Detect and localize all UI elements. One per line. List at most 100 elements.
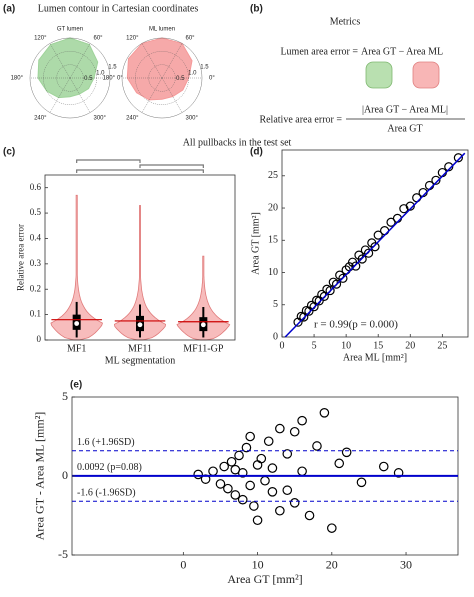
data-point <box>405 201 415 211</box>
formula-label: Lumen area error = <box>280 46 358 57</box>
data-point <box>325 285 335 296</box>
subplot-title: GT lumen <box>57 27 83 33</box>
data-point <box>312 441 322 451</box>
annotation: r = 0.99(p = 0.000) <box>314 319 398 331</box>
formula-expression: Area GT − Area ML <box>361 46 443 57</box>
angular-grid <box>49 43 71 79</box>
angular-tick-label: 300° <box>94 115 107 121</box>
angular-tick-label: 0° <box>117 76 123 82</box>
data-point <box>241 442 252 453</box>
data-point <box>299 312 309 322</box>
data-point <box>304 306 314 316</box>
suptitle: All pullbacks in the test set <box>183 137 292 148</box>
data-point <box>267 486 278 497</box>
data-point <box>363 248 374 258</box>
angular-tick-label: 120° <box>126 36 139 42</box>
data-point <box>252 515 263 526</box>
x-tick-label: 10 <box>341 340 351 351</box>
x-axis-label: Area ML [mm²] <box>343 352 407 363</box>
panel-label: (b) <box>250 4 263 15</box>
y-tick-label: -5 <box>58 547 68 561</box>
panel-title: Lumen contour in Cartesian coordinates <box>38 3 199 14</box>
data-point <box>453 153 463 163</box>
data-point <box>223 483 233 494</box>
angular-tick-label: 180° <box>103 76 116 82</box>
y-tick-label: 0 <box>62 468 68 482</box>
y-tick-label: 0.2 <box>30 283 41 293</box>
x-axis-label: Area GT [mm²] <box>227 572 302 586</box>
radial-grid <box>29 37 111 119</box>
x-tick-label: 20 <box>405 340 415 351</box>
angular-grid <box>69 77 91 113</box>
plot-frame <box>281 149 469 338</box>
y-tick-label: 0 <box>37 334 42 344</box>
x-tick-label: MF11 <box>128 343 152 354</box>
ml-swatch <box>412 61 440 89</box>
radial-grid <box>121 37 203 119</box>
y-tick-label: 0.3 <box>30 258 42 268</box>
radial-tick-label: 1.0 <box>188 70 197 76</box>
fit-line <box>284 152 466 338</box>
significance-bracket <box>139 164 204 168</box>
angular-grid <box>161 43 183 79</box>
data-point <box>327 523 337 533</box>
angular-tick-label: 180° <box>11 76 24 82</box>
x-tick-label: 0 <box>180 558 186 572</box>
data-point <box>234 450 244 461</box>
significance-bracket <box>76 169 204 173</box>
y-axis-label: Area GT [mm²] <box>250 212 261 275</box>
data-point <box>331 279 342 289</box>
data-point <box>444 162 454 172</box>
x-tick-label: 15 <box>373 340 383 351</box>
angular-grid <box>141 43 163 79</box>
panel-label: (a) <box>3 4 15 15</box>
data-point <box>393 468 404 478</box>
data-point <box>230 490 241 500</box>
data-point <box>237 468 248 478</box>
data-point <box>245 480 255 491</box>
data-point <box>237 494 248 505</box>
y-tick-label: 5 <box>273 299 278 310</box>
reference-label: 1.6 (+1.96SD) <box>77 437 135 448</box>
angular-grid <box>141 77 163 113</box>
y-tick-label: 15 <box>268 235 278 246</box>
x-tick-label: 25 <box>437 340 447 351</box>
plot-frame <box>44 174 236 341</box>
radial-tick-label: 0.5 <box>176 76 185 82</box>
y-tick-label: 0 <box>273 331 278 342</box>
y-axis-label: Area GT - Area ML [mm²] <box>33 412 47 541</box>
x-tick-label: MF11-GP <box>183 343 224 354</box>
radial-tick-label: 1.5 <box>200 65 209 71</box>
data-point <box>399 204 409 214</box>
y-tick-label: 10 <box>268 267 278 278</box>
angular-tick-label: 60° <box>94 36 104 42</box>
metrics-title: Metrics <box>330 16 361 27</box>
data-point <box>208 466 218 477</box>
violin <box>113 205 167 341</box>
data-point <box>309 302 319 312</box>
data-point <box>289 426 300 437</box>
data-point <box>193 469 203 480</box>
radial-tick-label: 0.5 <box>84 76 93 82</box>
radial-grid <box>56 64 84 92</box>
angular-tick-label: 240° <box>34 115 47 121</box>
y-axis-label: Relative area error <box>16 224 26 291</box>
data-point <box>282 449 293 459</box>
median-dot <box>74 321 80 326</box>
subplot-title: ML lumen <box>149 27 175 33</box>
radial-tick-label: 1.0 <box>96 70 105 76</box>
data-point <box>431 175 441 185</box>
panel-label: (c) <box>3 147 15 158</box>
data-point <box>335 270 345 280</box>
data-point <box>275 505 285 516</box>
median-dot <box>200 322 206 328</box>
y-tick-label: 0.6 <box>30 182 42 192</box>
panel-label: (e) <box>70 380 82 391</box>
data-point <box>351 261 361 271</box>
x-tick-label: 5 <box>312 340 317 351</box>
data-point <box>260 475 270 486</box>
data-point <box>249 501 259 511</box>
significance-bracket <box>76 159 141 163</box>
angular-grid <box>49 77 71 113</box>
